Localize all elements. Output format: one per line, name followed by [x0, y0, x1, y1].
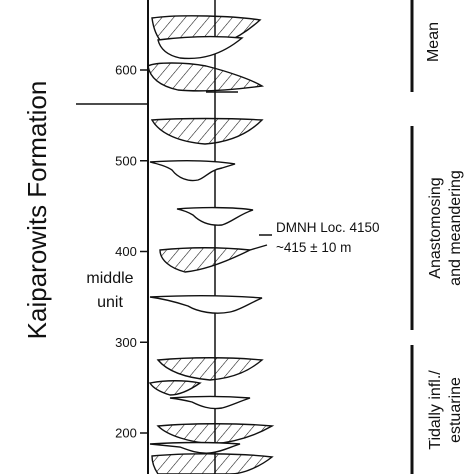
channel-body-lateral-accretion: [147, 62, 265, 92]
channel-body-lateral-accretion: [150, 117, 264, 145]
channel-body-channel-fill: [149, 159, 236, 182]
channel-body-lateral-accretion: [157, 35, 244, 60]
axis-tick-label: 300: [115, 335, 137, 350]
locality-name: DMNH Loc. 4150: [276, 220, 380, 235]
axis-tick-label: 400: [115, 244, 137, 259]
axis-tick-label: 500: [115, 153, 137, 168]
env-label-anastomosing-line2: and meandering: [447, 170, 464, 286]
channel-body-channel-fill: [149, 441, 241, 454]
formation-title: Kaiparowits Formation: [22, 81, 52, 340]
channel-body-channel-fill: [149, 294, 263, 314]
env-label-tidal-line2: estuarine: [447, 377, 464, 443]
env-label-anastomosing-line1: Anastomosing: [427, 177, 444, 278]
channel-body-channel-fill: [176, 206, 254, 226]
channel-body-lateral-accretion: [159, 247, 253, 273]
channel-body-channel-fill: [169, 395, 251, 410]
unit-label-line1: middle: [86, 270, 133, 287]
channel-body-lateral-accretion: [151, 453, 274, 474]
env-label-mean: Mean: [425, 22, 442, 62]
axis-tick-label: 200: [115, 426, 137, 441]
channel-body-lateral-accretion: [156, 423, 275, 445]
unit-label-line2: unit: [97, 294, 123, 311]
height-axis: 200 300 400 500 600: [115, 0, 149, 474]
channel-body-lateral-accretion: [156, 357, 264, 381]
locality-height: ~415 ± 10 m: [276, 240, 351, 255]
axis-tick-label: 600: [115, 63, 137, 78]
channel-body-lateral-accretion: [148, 380, 202, 396]
env-label-tidal-line1: Tidally infl./: [427, 370, 444, 450]
channel-bodies: [147, 15, 275, 474]
